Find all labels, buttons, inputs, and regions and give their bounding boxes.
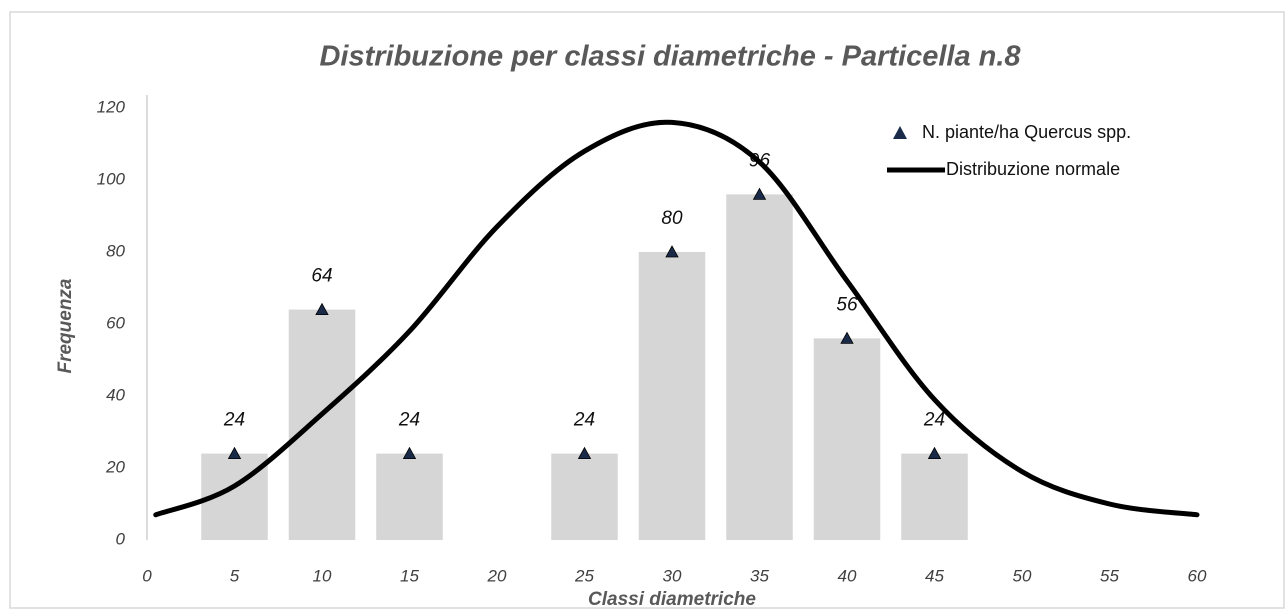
marker (927, 446, 942, 459)
x-tick-label: 20 (487, 566, 507, 585)
x-tick-label: 15 (400, 566, 419, 585)
data-label: 24 (223, 410, 245, 431)
data-label: 64 (311, 266, 332, 287)
bar (638, 252, 706, 540)
x-tick-label: 40 (838, 566, 857, 585)
marker (840, 331, 854, 344)
normal-curve (153, 119, 1200, 518)
x-axis-title: Classi diametriche (588, 589, 756, 610)
bar (726, 194, 793, 540)
data-label: 80 (661, 208, 683, 229)
marker (665, 245, 679, 258)
marker (752, 187, 767, 200)
marker (402, 446, 417, 459)
bar (813, 338, 881, 540)
legend-marker (893, 126, 907, 139)
x-tick-label: 5 (230, 566, 240, 585)
x-tick-label: 0 (142, 566, 152, 585)
y-tick-label: 0 (116, 529, 126, 548)
x-tick-label: 55 (1100, 566, 1119, 585)
x-tick-label: 25 (574, 566, 594, 585)
y-tick-label: 100 (97, 169, 126, 188)
x-tick-label: 35 (750, 566, 769, 585)
legend-label: N. piante/ha Quercus spp. (922, 122, 1131, 142)
chart-title: Distribuzione per classi diametriche - P… (319, 41, 1021, 73)
bar (376, 453, 443, 540)
marker (315, 302, 329, 315)
x-tick-label: 50 (1013, 566, 1032, 585)
data-label: 24 (573, 410, 595, 431)
data-label: 24 (923, 410, 945, 431)
bar (901, 453, 968, 540)
bar (551, 453, 618, 540)
data-label: 56 (836, 294, 858, 315)
marker (227, 446, 242, 459)
chart-frame (9, 11, 1285, 609)
bar (288, 309, 356, 540)
x-tick-label: 45 (925, 566, 944, 585)
y-tick-label: 60 (106, 313, 125, 332)
y-tick-label: 120 (97, 97, 126, 116)
data-label: 24 (398, 410, 420, 431)
y-tick-label: 80 (106, 241, 125, 260)
x-tick-label: 30 (663, 566, 682, 585)
marker (577, 446, 592, 459)
legend-label: Distribuzione normale (946, 159, 1120, 179)
y-tick-label: 40 (106, 385, 125, 404)
x-tick-label: 60 (1188, 566, 1207, 585)
y-axis-title: Frequenza (55, 278, 76, 373)
x-tick-label: 10 (313, 566, 332, 585)
y-tick-label: 20 (105, 457, 125, 476)
